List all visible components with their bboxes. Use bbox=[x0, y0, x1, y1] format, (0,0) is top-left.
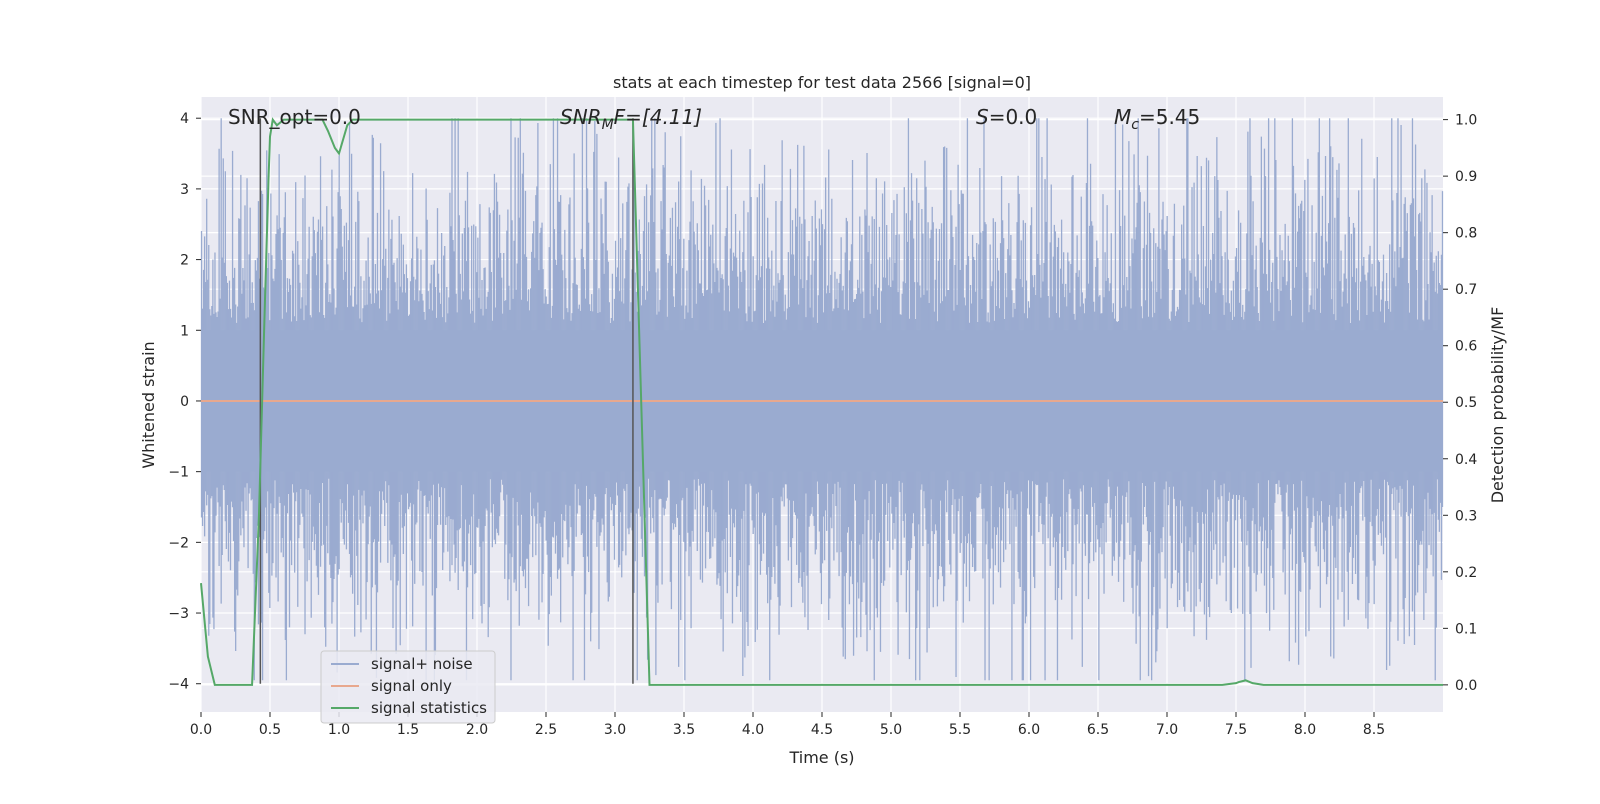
x-tick-label: 0.0 bbox=[190, 722, 212, 738]
x-tick-label: 5.0 bbox=[880, 722, 902, 738]
y2-tick-label: 0.1 bbox=[1455, 621, 1477, 637]
annotation-mc-sub: c bbox=[1131, 117, 1139, 133]
annotation-s-rest: =0.0 bbox=[989, 105, 1038, 129]
x-tick-label: 2.5 bbox=[535, 722, 557, 738]
y2-tick-label: 0.5 bbox=[1455, 395, 1477, 411]
x-tick-label: 3.0 bbox=[604, 722, 626, 738]
annotation-mc-var: M bbox=[1114, 105, 1131, 129]
x-tick-label: 7.0 bbox=[1156, 722, 1178, 738]
legend-box bbox=[320, 650, 496, 724]
y2-tick-label: 0.4 bbox=[1455, 452, 1477, 468]
y-tick-label: −3 bbox=[168, 606, 189, 622]
y-tick-label: 0 bbox=[180, 394, 189, 410]
annotation-snr-mf: SNRMF=[4.11] bbox=[560, 105, 702, 133]
y2-tick-label: 0.0 bbox=[1455, 678, 1477, 694]
x-tick-label: 7.5 bbox=[1225, 722, 1247, 738]
y2-tick-label: 1.0 bbox=[1455, 113, 1477, 129]
y-tick-label: 3 bbox=[180, 182, 189, 198]
y-tick-label: 1 bbox=[180, 323, 189, 339]
x-tick-label: 8.0 bbox=[1294, 722, 1316, 738]
legend-label-signal-plus-noise: signal+ noise bbox=[371, 655, 473, 673]
x-tick-label: 6.5 bbox=[1087, 722, 1109, 738]
annotation-snr-mf-rest: F=[4.11] bbox=[614, 105, 702, 129]
signal-statistics-line bbox=[200, 117, 1443, 686]
legend-label-signal-statistics: signal statistics bbox=[371, 699, 487, 717]
x-tick-label: 4.5 bbox=[811, 722, 833, 738]
legend: signal+ noise signal only signal statist… bbox=[320, 650, 496, 724]
x-tick-label: 0.5 bbox=[259, 722, 281, 738]
chart-title: stats at each timestep for test data 256… bbox=[613, 73, 1031, 92]
annotation-mc: Mc=5.45 bbox=[1114, 105, 1200, 133]
annotation-s-var: S bbox=[976, 105, 989, 129]
y2-tick-label: 0.6 bbox=[1455, 339, 1477, 355]
annotation-mc-rest: =5.45 bbox=[1139, 105, 1200, 129]
x-tick-label: 5.5 bbox=[949, 722, 971, 738]
y2-tick-label: 0.7 bbox=[1455, 282, 1477, 298]
y-tick-label: −1 bbox=[168, 465, 189, 481]
annotation-snr-mf-sub: M bbox=[602, 117, 614, 133]
y-tick-label: −4 bbox=[168, 677, 189, 693]
x-axis-label: Time (s) bbox=[788, 748, 854, 767]
x-tick-label: 8.5 bbox=[1363, 722, 1385, 738]
y-tick-label: 2 bbox=[180, 253, 189, 269]
annotation-snr-mf-prefix: SNR bbox=[560, 105, 602, 129]
x-tick-label: 3.5 bbox=[673, 722, 695, 738]
y2-tick-label: 0.2 bbox=[1455, 565, 1477, 581]
annotation-snr-opt: SNR_opt=0.0 bbox=[228, 105, 361, 129]
x-tick-label: 6.0 bbox=[1018, 722, 1040, 738]
y-tick-label: −2 bbox=[168, 535, 189, 551]
y2-axis-label: Detection probability/MF bbox=[1488, 307, 1507, 504]
y2-tick-label: 0.9 bbox=[1455, 169, 1477, 185]
annotation-s: S=0.0 bbox=[976, 105, 1037, 129]
x-tick-label: 1.0 bbox=[328, 722, 350, 738]
x-tick-label: 1.5 bbox=[397, 722, 419, 738]
y2-tick-label: 0.8 bbox=[1455, 226, 1477, 242]
axes: 0.0 0.5 1.0 1.5 2.0 2.5 3.0 3.5 4.0 4.5 5.0 5.5 6.0 6… bbox=[168, 111, 1477, 738]
y-axis-label: Whitened strain bbox=[139, 341, 158, 468]
x-tick-label: 2.0 bbox=[466, 722, 488, 738]
x-tick-label: 4.0 bbox=[742, 722, 764, 738]
y-tick-label: 4 bbox=[180, 111, 189, 127]
y2-tick-label: 0.3 bbox=[1455, 508, 1477, 524]
legend-label-signal-only: signal only bbox=[371, 677, 452, 695]
series-lines bbox=[200, 117, 1443, 686]
